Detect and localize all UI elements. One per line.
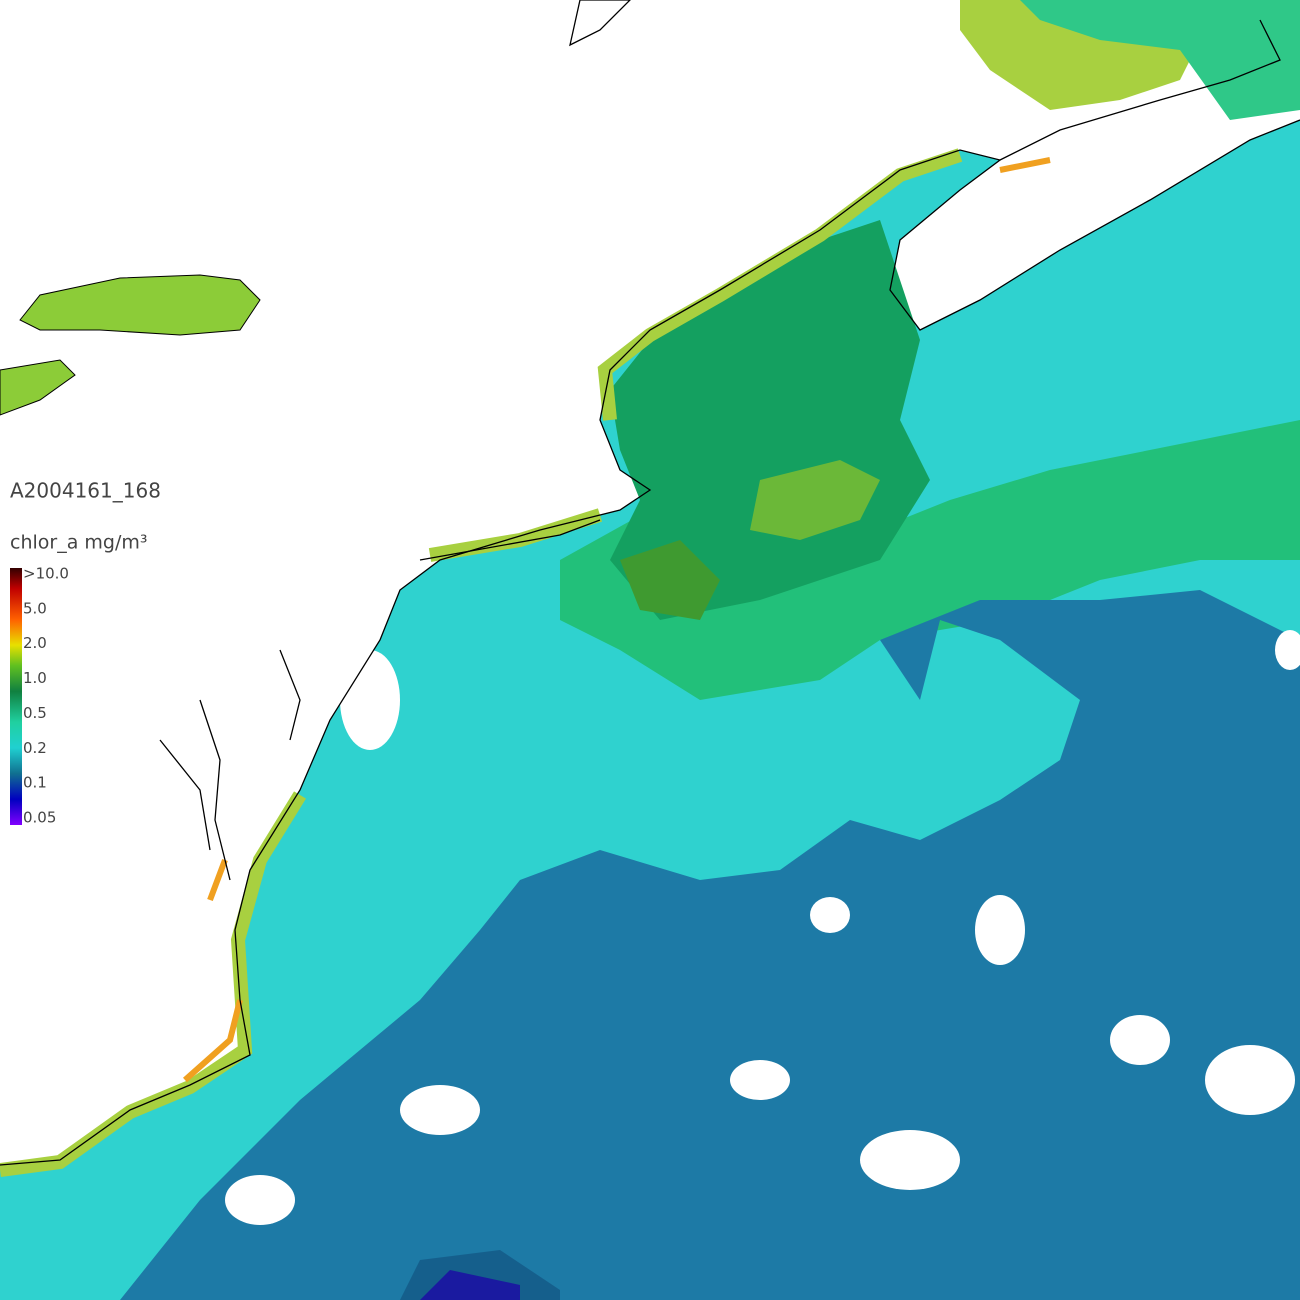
cloud xyxy=(1110,1015,1170,1065)
colorbar-tick-label: 0.1 xyxy=(23,774,47,792)
nova-scotia xyxy=(999,19,1281,161)
ocean-purple xyxy=(420,1270,520,1300)
coastal-fringe xyxy=(0,148,963,1177)
cloud xyxy=(810,897,850,933)
cloud xyxy=(400,1085,480,1135)
nantucket-shoals xyxy=(620,540,720,620)
cloud xyxy=(1205,1045,1295,1115)
colorbar-tick-label: 0.05 xyxy=(23,809,56,827)
cloud xyxy=(225,1175,295,1225)
ocean-green xyxy=(560,420,1300,700)
colorbar-tick-label: 1.0 xyxy=(23,669,47,687)
lake-erie xyxy=(0,359,76,416)
colorbar-tick-label: 2.0 xyxy=(23,634,47,652)
coastline xyxy=(419,519,601,561)
cloud xyxy=(340,650,400,750)
coastline xyxy=(0,119,1300,1166)
colorbar-tick-label: 0.2 xyxy=(23,739,47,757)
river xyxy=(159,649,301,881)
colorbar-labels: >10.0 5.0 2.0 1.0 0.5 0.2 0.1 0.05 xyxy=(23,565,69,827)
island xyxy=(569,0,631,47)
cloud xyxy=(730,1060,790,1100)
colorbar-label: chlor_a mg/m³ xyxy=(10,532,147,554)
cloud xyxy=(860,1130,960,1190)
georges-bank xyxy=(750,460,880,540)
image-id: A2004161_168 xyxy=(10,479,161,503)
coastal-orange xyxy=(183,157,1051,1083)
cloud xyxy=(975,895,1025,965)
cloud xyxy=(1275,630,1300,670)
lake-ontario xyxy=(19,274,261,336)
colorbar xyxy=(10,568,22,825)
colorbar-tick-label: >10.0 xyxy=(23,565,69,583)
colorbar-tick-label: 5.0 xyxy=(23,599,47,617)
colorbar-tick-label: 0.5 xyxy=(23,704,47,722)
clouds xyxy=(225,630,1300,1225)
gulf-st-lawrence xyxy=(1020,0,1300,120)
